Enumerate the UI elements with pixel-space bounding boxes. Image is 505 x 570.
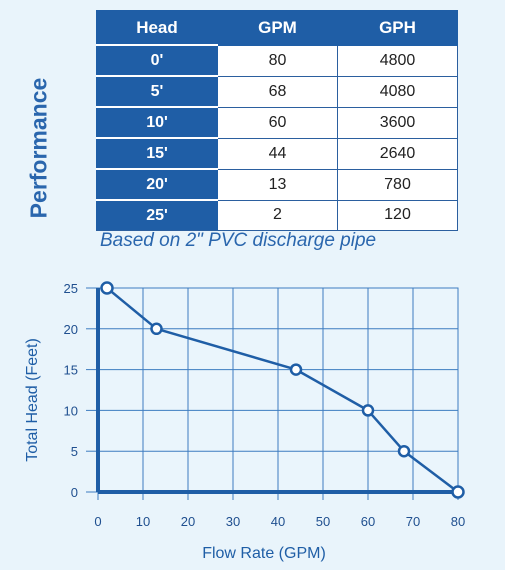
gph-cell: 4800 [337,44,458,77]
gph-cell: 120 [337,199,458,231]
data-point [451,485,465,499]
head-cell: 0' [96,44,218,77]
data-point [397,444,411,458]
x-tick-label: 70 [406,514,420,529]
gph-cell: 780 [337,168,458,201]
gpm-cell: 2 [217,199,338,231]
x-tick-label: 10 [136,514,150,529]
y-tick-label: 20 [64,322,78,337]
gph-cell: 4080 [337,75,458,108]
head-cell: 10' [96,106,218,139]
table-row: 15' 44 2640 [96,137,458,170]
data-point [289,363,303,376]
column-header-gph: GPH [337,10,458,46]
gpm-cell: 44 [217,137,338,170]
x-tick-label: 50 [316,514,330,529]
gph-cell: 3600 [337,106,458,139]
data-point [150,322,163,336]
x-tick-label: 20 [181,514,195,529]
x-tick-label: 40 [271,514,285,529]
performance-table: Head GPM GPH 0' 80 4800 5' 68 4080 10' 6… [96,10,458,231]
y-tick-label: 25 [64,281,78,296]
table-row: 20' 13 780 [96,168,458,201]
table-row: 0' 80 4800 [96,44,458,77]
y-tick-label: 15 [64,363,78,378]
y-tick-label: 0 [71,485,78,500]
table-row: 10' 60 3600 [96,106,458,139]
y-axis-label: Total Head (Feet) [24,338,41,462]
table-row: 25' 2 120 [96,199,458,231]
x-axis-label: Flow Rate (GPM) [202,545,326,562]
gpm-cell: 80 [217,44,338,77]
series-line [106,287,459,493]
head-cell: 20' [96,168,218,201]
y-tick-label: 5 [71,444,78,459]
x-tick-label: 0 [94,514,101,529]
table-row: 5' 68 4080 [96,75,458,108]
gpm-cell: 13 [217,168,338,201]
discharge-pipe-note: Based on 2" PVC discharge pipe [100,230,377,251]
head-cell: 15' [96,137,218,170]
head-cell: 25' [96,199,218,231]
x-tick-label: 60 [361,514,375,529]
gph-cell: 2640 [337,137,458,170]
data-point [361,404,375,417]
head-cell: 5' [96,75,218,108]
data-point [100,281,114,295]
x-tick-label: 30 [226,514,240,529]
y-tick-label: 10 [64,403,78,418]
x-tick-label: 80 [451,514,465,529]
